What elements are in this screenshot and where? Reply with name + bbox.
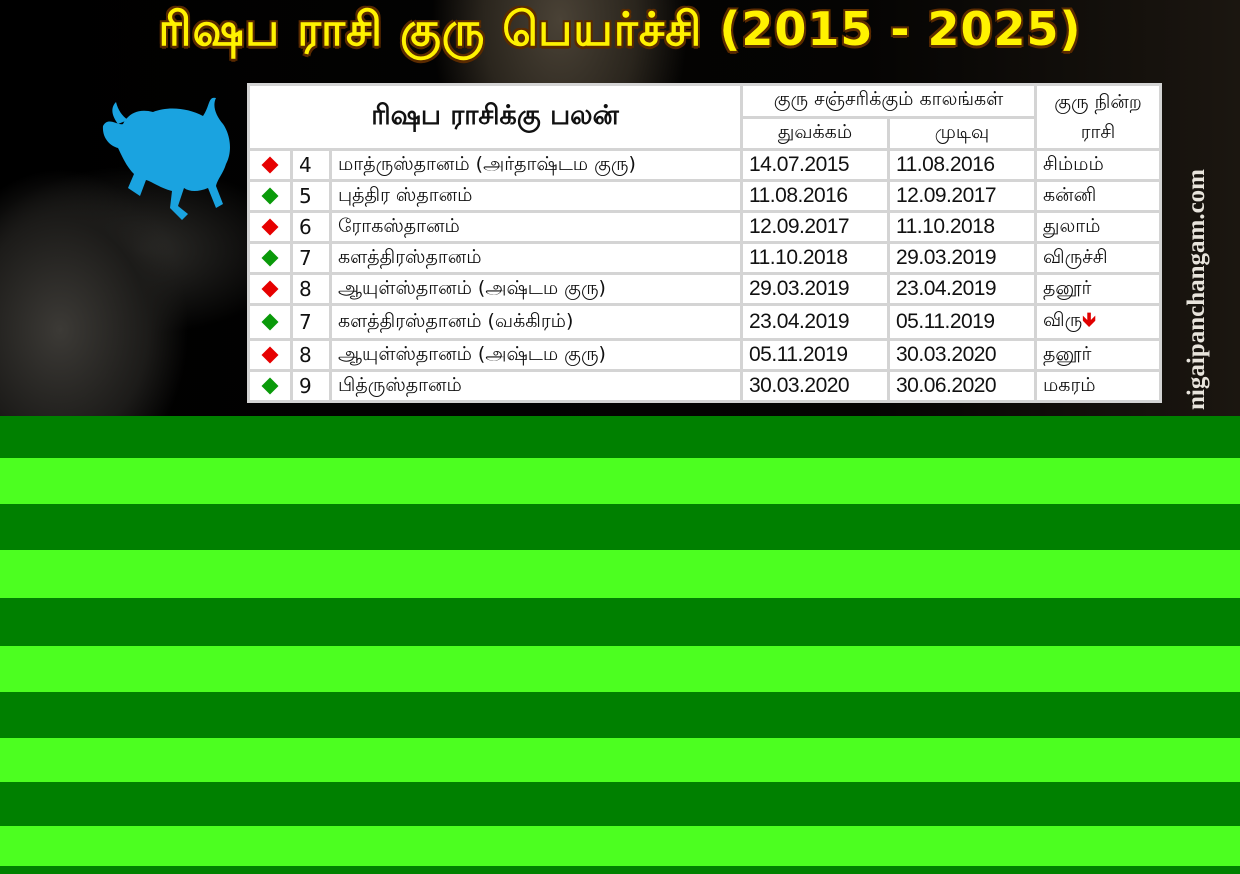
indicator-cell [247,303,293,341]
end-date: 30.06.2020 [887,369,1037,403]
house-name: களத்திரஸ்தானம் [329,241,743,275]
table-subheader-row: துவக்கம் முடிவு [249,115,1161,151]
stripe [0,782,1240,826]
stripe [0,826,1240,866]
house-number: 7 [290,241,332,275]
end-date: 29.03.2019 [887,241,1037,275]
house-number: 7 [290,303,332,341]
diamond-icon [261,156,279,174]
indicator-cell [247,179,293,213]
rasi-cell: கன்னி [1034,179,1162,213]
transit-table: ரிஷப ராசிக்கு பலன் குரு சஞ்சரிக்கும் கால… [247,83,1162,403]
indicator-cell [247,241,293,275]
house-name: பித்ருஸ்தானம் [329,369,743,403]
rasi-name: விரு [1043,309,1083,331]
house-name: ஆயுள்ஸ்தானம் (அஷ்டம குரு) [329,338,743,372]
diamond-icon [261,346,279,364]
period-header: குரு சஞ்சரிக்கும் காலங்கள் [740,83,1037,119]
rasi-cell: சிம்மம் [1034,148,1162,182]
stripe [0,458,1240,504]
rasi-cell: துலாம் [1034,210,1162,244]
page-title: ரிஷப ராசி குரு பெயர்ச்சி (2015 - 2025) [158,2,1082,56]
watermark: nigaipanchangam.com [1183,168,1210,410]
start-date: 11.08.2016 [740,179,890,213]
start-date: 14.07.2015 [740,148,890,182]
rasi-cell: மகரம் [1034,369,1162,403]
indicator-cell [247,272,293,306]
house-number: 4 [290,148,332,182]
rasi-name: தனூர் [1043,342,1092,365]
diamond-icon [261,218,279,236]
indicator-cell [247,369,293,403]
start-date: 30.03.2020 [740,369,890,403]
table-row: 8 ஆயுள்ஸ்தானம் (அஷ்டம குரு) 29.03.2019 23.0… [247,272,1162,306]
rasi-cell: விருச்சி [1034,241,1162,275]
end-date: 23.04.2019 [887,272,1037,306]
table-row: 9 பித்ருஸ்தானம் 30.03.2020 30.06.2020 மகரம் [247,369,1162,403]
retrograde-arrow-icon: 🡻 [1082,309,1096,331]
diamond-icon [261,280,279,298]
rasi-name: சிம்மம் [1043,152,1104,175]
stripe [0,866,1240,874]
start-date: 29.03.2019 [740,272,890,306]
house-name: மாத்ருஸ்தானம் (அர்தாஷ்டம குரு) [329,148,743,182]
table-row: 5 புத்திர ஸ்தானம் 11.08.2016 12.09.2017 கன்ன… [247,179,1162,213]
table-row: 7 களத்திரஸ்தானம் (வக்கிரம்) 23.04.2019 05.1… [247,303,1162,341]
start-date: 23.04.2019 [740,303,890,341]
stripe [0,598,1240,646]
end-date: 30.03.2020 [887,338,1037,372]
diamond-icon [261,377,279,395]
indicator-cell [247,338,293,372]
corrupted-overlay [0,416,1240,874]
house-number: 9 [290,369,332,403]
end-date: 12.09.2017 [887,179,1037,213]
table-row: 4 மாத்ருஸ்தானம் (அர்தாஷ்டம குரு) 14.07.201… [247,148,1162,182]
end-date: 05.11.2019 [887,303,1037,341]
indicator-cell [247,148,293,182]
rasi-cell: விரு🡻 [1034,303,1162,341]
stripe [0,692,1240,738]
start-header: துவக்கம் [740,115,890,151]
rasi-header: குரு நின்ற ராசி [1034,83,1162,151]
house-number: 6 [290,210,332,244]
rasi-name: துலாம் [1043,214,1101,237]
house-name: களத்திரஸ்தானம் (வக்கிரம்) [329,303,743,341]
diamond-icon [261,187,279,205]
house-name: புத்திர ஸ்தானம் [329,179,743,213]
indicator-cell [247,210,293,244]
rasi-name: கன்னி [1043,183,1097,206]
taurus-bull-icon [102,97,230,220]
start-date: 12.09.2017 [740,210,890,244]
rasi-name: தனூர் [1043,276,1092,299]
table-row: 7 களத்திரஸ்தானம் 11.10.2018 29.03.2019 விருச… [247,241,1162,275]
stripe [0,550,1240,598]
start-date: 05.11.2019 [740,338,890,372]
end-date: 11.08.2016 [887,148,1037,182]
rasi-name: மகரம் [1043,373,1096,396]
house-name: ரோகஸ்தானம் [329,210,743,244]
diamond-icon [261,313,279,331]
rasi-cell: தனூர் [1034,272,1162,306]
rasi-cell: தனூர் [1034,338,1162,372]
end-header: முடிவு [887,115,1037,151]
end-date: 11.10.2018 [887,210,1037,244]
stripe [0,504,1240,550]
house-number: 8 [290,272,332,306]
house-number: 8 [290,338,332,372]
house-name: ஆயுள்ஸ்தானம் (அஷ்டம குரு) [329,272,743,306]
stripe [0,416,1240,458]
rasi-name: விருச்சி [1043,245,1108,268]
start-date: 11.10.2018 [740,241,890,275]
stripe [0,646,1240,692]
table-header-row: ரிஷப ராசிக்கு பலன் குரு சஞ்சரிக்கும் கால… [247,83,1162,151]
table-row: 8 ஆயுள்ஸ்தானம் (அஷ்டம குரு) 05.11.2019 30.0… [247,338,1162,372]
table-row: 6 ரோகஸ்தானம் 12.09.2017 11.10.2018 துலாம் [247,210,1162,244]
house-number: 5 [290,179,332,213]
rasi-header-line2: ராசி [1080,121,1116,143]
stripe [0,738,1240,782]
diamond-icon [261,249,279,267]
rasi-header-line1: குரு நின்ற [1054,91,1142,113]
table-heading: ரிஷப ராசிக்கு பலன் [247,83,743,151]
